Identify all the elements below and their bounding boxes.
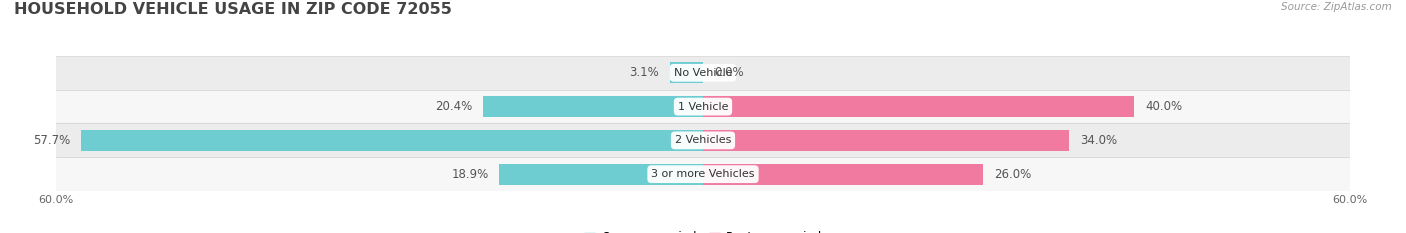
Text: 1 Vehicle: 1 Vehicle [678,102,728,112]
Text: Source: ZipAtlas.com: Source: ZipAtlas.com [1281,2,1392,12]
Bar [703,130,1070,151]
Text: HOUSEHOLD VEHICLE USAGE IN ZIP CODE 72055: HOUSEHOLD VEHICLE USAGE IN ZIP CODE 7205… [14,2,451,17]
Bar [703,96,1135,117]
Text: No Vehicle: No Vehicle [673,68,733,78]
Text: 3.1%: 3.1% [628,66,659,79]
Bar [56,90,1350,123]
Text: 40.0%: 40.0% [1144,100,1182,113]
Bar [703,164,983,185]
Bar [56,123,1350,157]
Text: 2 Vehicles: 2 Vehicles [675,135,731,145]
Text: 0.0%: 0.0% [714,66,744,79]
Text: 18.9%: 18.9% [451,168,488,181]
Text: 34.0%: 34.0% [1080,134,1118,147]
Bar [484,96,703,117]
Bar [56,56,1350,90]
Text: 26.0%: 26.0% [994,168,1031,181]
Legend: Owner-occupied, Renter-occupied: Owner-occupied, Renter-occupied [579,227,827,233]
Bar [56,157,1350,191]
Bar [669,62,703,83]
Bar [82,130,703,151]
Bar [499,164,703,185]
Text: 3 or more Vehicles: 3 or more Vehicles [651,169,755,179]
Text: 57.7%: 57.7% [32,134,70,147]
Text: 20.4%: 20.4% [434,100,472,113]
